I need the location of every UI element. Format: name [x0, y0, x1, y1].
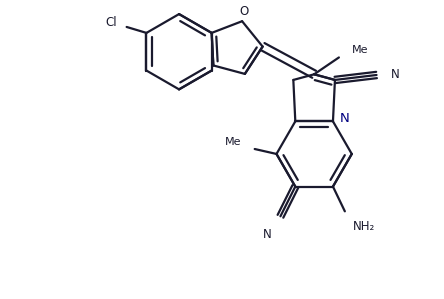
Text: Cl: Cl — [105, 16, 117, 30]
Text: NH₂: NH₂ — [353, 220, 375, 233]
Text: N: N — [340, 112, 350, 125]
Text: Me: Me — [225, 137, 242, 147]
Text: Me: Me — [352, 45, 368, 54]
Text: N: N — [263, 228, 272, 241]
Text: N: N — [390, 68, 399, 82]
Text: O: O — [239, 5, 249, 18]
